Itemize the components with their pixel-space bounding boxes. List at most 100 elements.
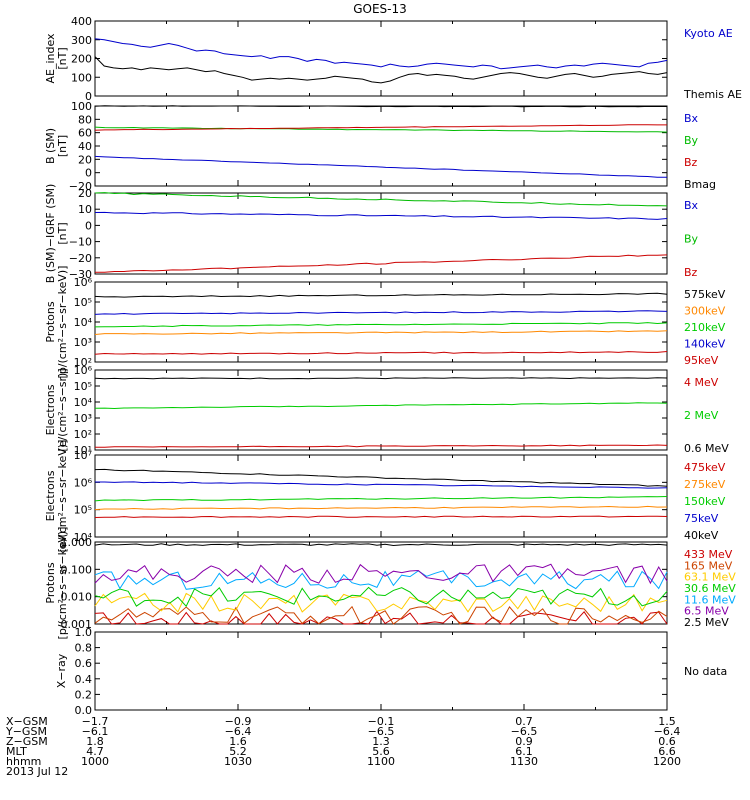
x-tick-value: 0.6 xyxy=(658,735,676,748)
x-tick-value: −6.4 xyxy=(225,725,252,738)
series-line-165-mev xyxy=(94,605,668,625)
x-tick-value: 1130 xyxy=(510,755,538,768)
x-tick-value: −6.5 xyxy=(368,725,395,738)
series-line-275kev xyxy=(94,505,668,511)
y-axis-label: Protons[p/(cm²−s−sr−keV)] xyxy=(44,527,69,640)
x-tick-value: 0.7 xyxy=(515,715,533,728)
y-tick-label: 10⁵ xyxy=(74,296,92,309)
panel-frame xyxy=(94,454,668,538)
y-tick-label: 20 xyxy=(78,153,92,166)
y-tick-label: 10³ xyxy=(74,336,92,349)
series-line-11-6-mev xyxy=(94,570,668,590)
y-tick-label: 0.6 xyxy=(75,657,93,670)
x-tick-value: 1.8 xyxy=(86,735,104,748)
y-tick-label: 0 xyxy=(85,167,92,180)
y-tick-label: 20 xyxy=(78,187,92,200)
x-tick-value: 1100 xyxy=(367,755,395,768)
y-tick-label: 0.2 xyxy=(75,688,93,701)
panel-frame xyxy=(94,20,668,97)
legend-entry: 150keV xyxy=(684,495,726,508)
legend-entry: 4 MeV xyxy=(684,376,719,389)
x-tick-value: 6.1 xyxy=(515,745,533,758)
series-line-by xyxy=(94,192,668,207)
y-tick-label: 0.001 xyxy=(61,618,93,631)
legend-entry: 575keV xyxy=(684,288,726,301)
panel-7: 0.001 0.010 0.100 1.000Protons[p/(cm²−s−sr−… xyxy=(44,527,736,640)
y-axis-label: Protons[p/(cm²−s−sr−keV)] xyxy=(44,266,69,379)
y-tick-label: 0.0 xyxy=(75,704,93,717)
y-tick-label: 10³ xyxy=(74,412,92,425)
legend-entry: Bz xyxy=(684,156,698,169)
y-tick-label: 10⁴ xyxy=(74,316,93,329)
series-line-themis-ae xyxy=(94,56,668,84)
x-tick-value: 1.3 xyxy=(372,735,390,748)
series-line-63-1-mev xyxy=(94,592,668,613)
y-tick-label: 10⁶ xyxy=(74,476,93,489)
y-axis-label: AE_index[nT] xyxy=(44,33,69,84)
y-tick-label: 1.0 xyxy=(75,626,93,639)
y-tick-label: 0.100 xyxy=(61,563,93,576)
x-tick-value: −6.1 xyxy=(82,725,109,738)
y-tick-label: 40 xyxy=(78,140,92,153)
x-tick-value: −6.5 xyxy=(511,725,538,738)
y-tick-label: 400 xyxy=(71,15,92,28)
x-tick-value: 6.6 xyxy=(658,745,676,758)
series-line-30-6-mev xyxy=(94,586,668,608)
y-tick-label: 200 xyxy=(71,53,92,66)
y-tick-label: 60 xyxy=(78,127,92,140)
y-axis-label: B (SM)−IGRF (SM)[nT] xyxy=(44,184,69,284)
legend-entry: 433 MeV xyxy=(684,548,733,561)
y-tick-label: 0.4 xyxy=(75,673,93,686)
series-line-by xyxy=(94,126,668,133)
panel-4: 10² 10³ 10⁴ 10⁵ 10⁶ Protons[p/(cm²−s−sr−keV)]… xyxy=(44,266,726,379)
legend-entry: 11.6 MeV xyxy=(684,593,736,606)
series-line-300kev xyxy=(94,330,668,335)
x-tick-value: 4.7 xyxy=(86,745,104,758)
x-tick-value: −0.1 xyxy=(368,715,395,728)
legend-entry: Bx xyxy=(684,112,699,125)
y-tick-label: 10⁶ xyxy=(74,364,93,377)
series-line-40kev xyxy=(94,468,668,487)
x-tick-value: 5.6 xyxy=(372,745,390,758)
x-tick-value: −1.7 xyxy=(82,715,109,728)
no-data-note: No data xyxy=(684,665,727,678)
y-tick-label: 10⁵ xyxy=(74,380,92,393)
legend-entry: Bz xyxy=(684,266,698,279)
series-line-575kev xyxy=(94,292,668,298)
legend-entry: 30.6 MeV xyxy=(684,582,736,595)
series-line-75kev xyxy=(95,481,668,489)
panel-5: 10¹ 10² 10³ 10⁴ 10⁵ 10⁶ Electrons[e/(cm²−s−sr)… xyxy=(44,364,729,457)
legend-entry: 2 MeV xyxy=(684,409,719,422)
y-tick-label: 10 xyxy=(78,203,92,216)
series-line-4-mev xyxy=(94,444,668,448)
y-tick-label: 0.8 xyxy=(75,642,93,655)
legend-entry: 6.5 MeV xyxy=(684,605,729,618)
x-tick-value: −0.9 xyxy=(225,715,252,728)
y-tick-label: −20 xyxy=(69,252,92,265)
legend-entry: 63.1 MeV xyxy=(684,571,736,584)
y-tick-label: 0.010 xyxy=(61,591,93,604)
y-tick-label: 300 xyxy=(71,34,92,47)
series-line-bmag xyxy=(94,105,667,108)
legend-entry: 140keV xyxy=(684,338,726,351)
x-row-label: X−GSM xyxy=(6,715,48,728)
y-tick-label: 10² xyxy=(74,428,92,441)
x-tick-value: 5.2 xyxy=(229,745,247,758)
legend-entry: Bmag xyxy=(684,178,716,191)
x-tick-value: 1200 xyxy=(653,755,681,768)
panel-frame xyxy=(94,631,668,711)
series-line-bx xyxy=(94,155,668,178)
legend-entry: By xyxy=(684,233,699,246)
series-line-bz xyxy=(95,254,668,273)
series-line-2-mev xyxy=(94,402,668,410)
y-axis-label: Electrons[e/(cm²−s−sr)] xyxy=(44,368,69,451)
y-axis-label: B (SM)[nT] xyxy=(44,128,69,164)
y-tick-label: 10² xyxy=(74,356,92,369)
panel-frame xyxy=(94,192,668,275)
x-tick-value: −6.4 xyxy=(654,725,681,738)
series-line-bz xyxy=(94,124,667,131)
panel-frame xyxy=(94,369,668,451)
y-tick-label: 10⁴ xyxy=(74,396,93,409)
